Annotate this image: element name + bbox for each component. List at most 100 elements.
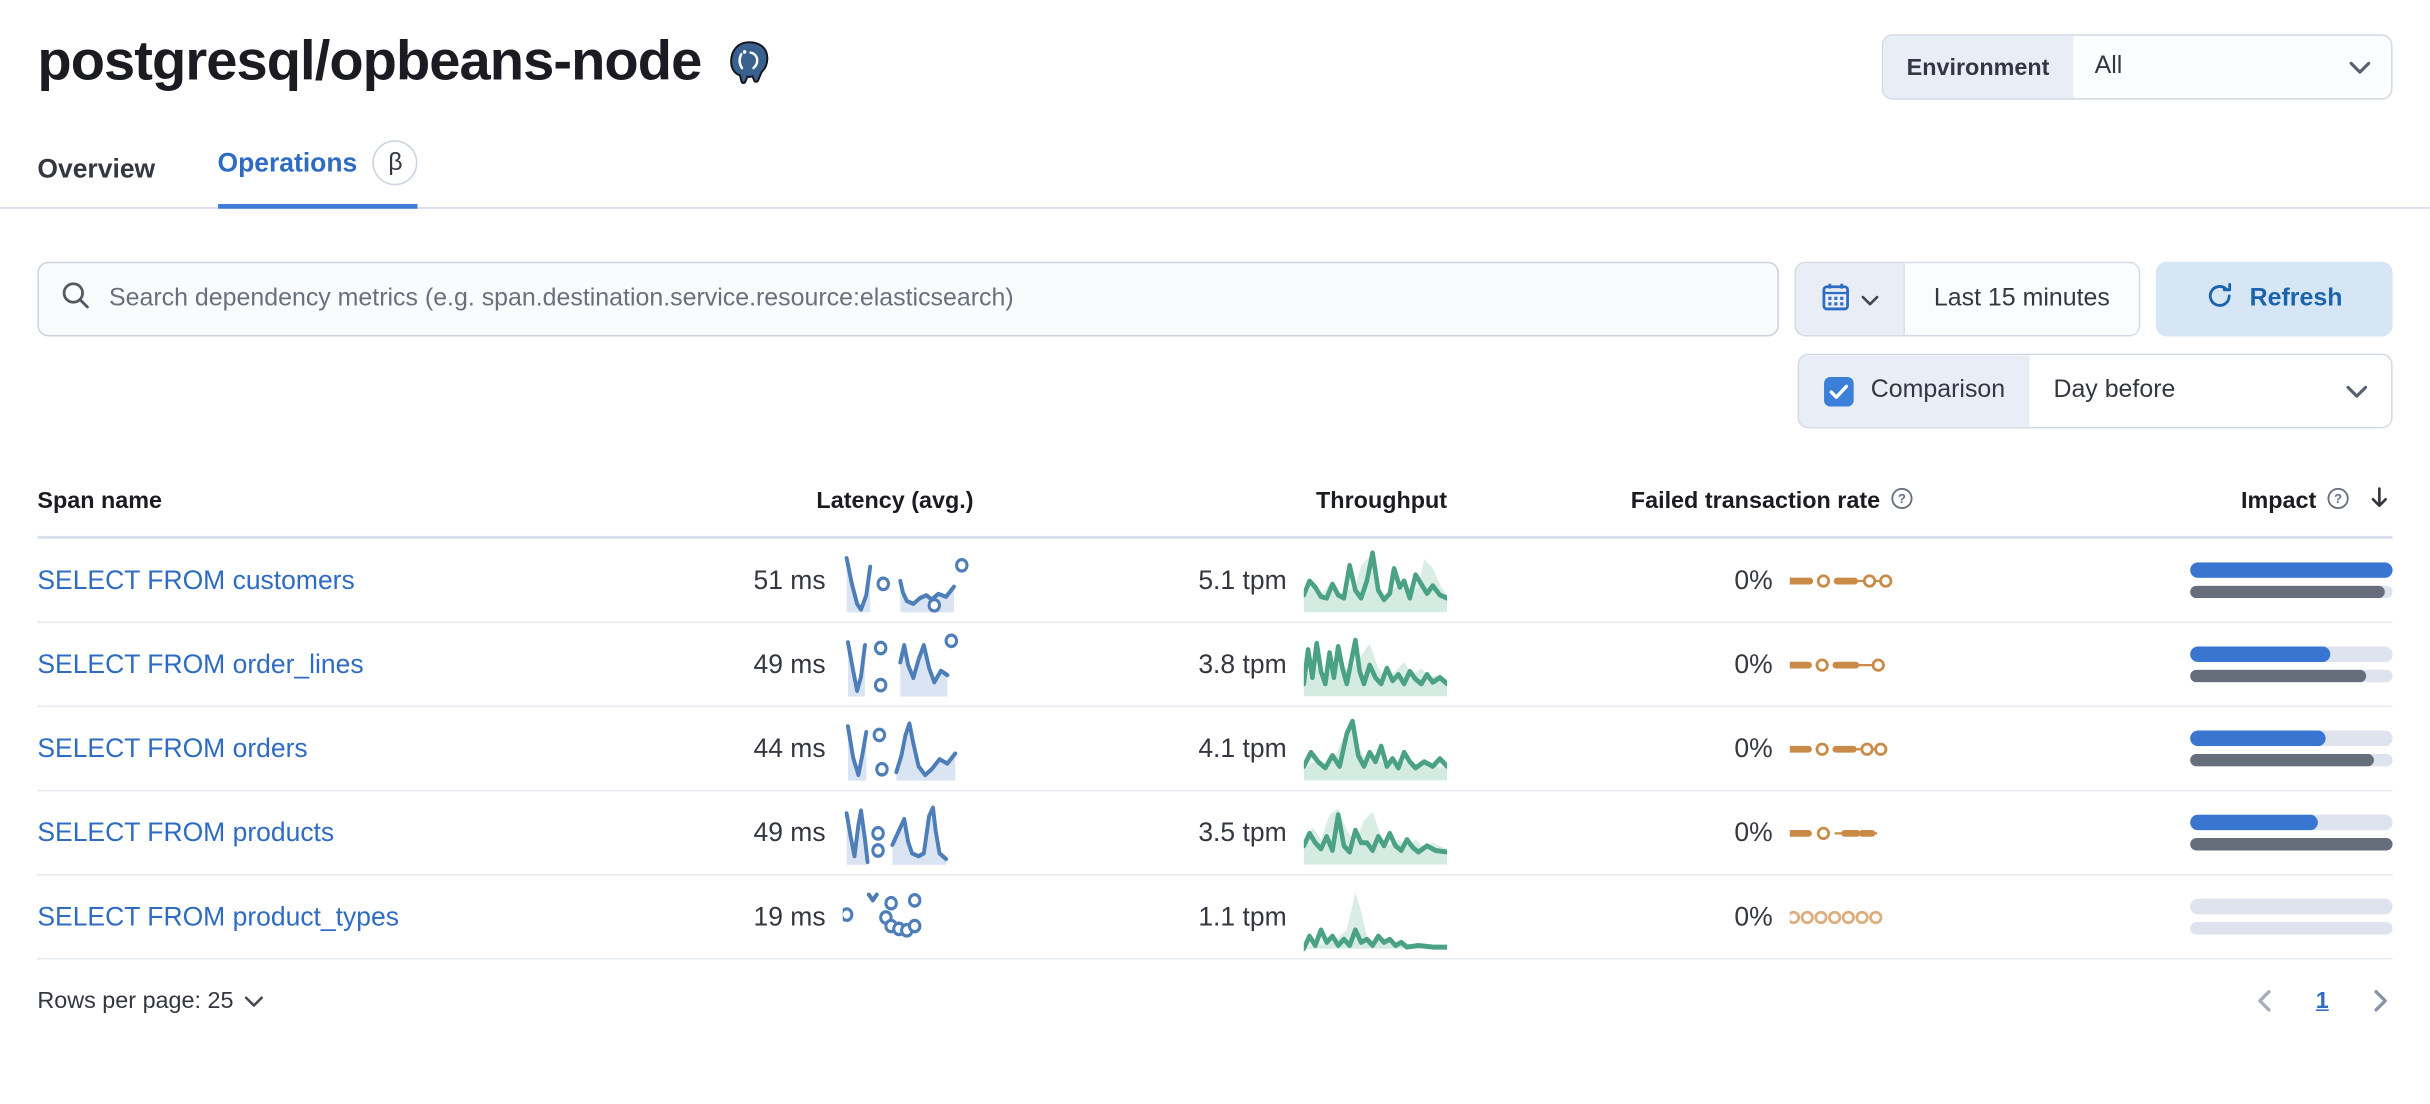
- next-page-button[interactable]: [2366, 988, 2392, 1014]
- latency-value: 49 ms: [753, 648, 826, 679]
- impact-previous-bar: [2190, 838, 2393, 851]
- failed-rate-sparkline: [1789, 647, 1915, 681]
- span-name-link[interactable]: SELECT FROM orders: [37, 732, 308, 763]
- svg-text:?: ?: [1898, 490, 1906, 505]
- environment-value: All: [2094, 52, 2123, 80]
- table-header-row: Span name Latency (avg.) Throughput Fail…: [37, 484, 2393, 539]
- search-input[interactable]: [105, 283, 1756, 315]
- failed-rate-value: 0%: [1734, 564, 1773, 595]
- span-name-link[interactable]: SELECT FROM product_types: [37, 901, 399, 931]
- failed-rate-value: 0%: [1734, 817, 1773, 847]
- table-row: SELECT FROM product_types 19 ms 1.1 tpm …: [37, 875, 2393, 960]
- header-failed-rate[interactable]: Failed transaction rate ?: [1447, 485, 1914, 516]
- impact-bars: [2190, 898, 2393, 935]
- failed-rate-value: 0%: [1734, 648, 1773, 679]
- impact-previous-bar: [2190, 753, 2393, 767]
- span-name-link[interactable]: SELECT FROM products: [37, 817, 335, 847]
- time-range-button[interactable]: Last 15 minutes: [1905, 263, 2139, 335]
- comparison-checkbox[interactable]: [1824, 376, 1854, 406]
- header-span-name[interactable]: Span name: [37, 487, 163, 515]
- impact-current-bar: [2190, 814, 2393, 831]
- svg-text:?: ?: [2334, 490, 2342, 505]
- latency-sparkline: [843, 630, 974, 699]
- table-row: SELECT FROM orders 44 ms 4.1 tpm 0%: [37, 707, 2393, 792]
- table-body: SELECT FROM customers 51 ms 5.1 tpm 0% S…: [37, 539, 2393, 960]
- latency-sparkline: [843, 546, 974, 615]
- tab-operations[interactable]: Operations β: [217, 140, 419, 209]
- header-latency[interactable]: Latency (avg.): [816, 487, 974, 515]
- comparison-checkbox-group[interactable]: Comparison: [1799, 355, 2031, 427]
- comparison-select[interactable]: Day before: [2030, 355, 2392, 427]
- header-impact[interactable]: Impact ?: [1914, 484, 2392, 517]
- impact-current-bar: [2190, 646, 2393, 663]
- pagination: 1: [2252, 988, 2393, 1014]
- table-row: SELECT FROM order_lines 49 ms 3.8 tpm 0%: [37, 623, 2393, 708]
- latency-value: 49 ms: [753, 817, 826, 847]
- impact-current-bar: [2190, 562, 2393, 578]
- failed-rate-value: 0%: [1734, 901, 1773, 931]
- throughput-sparkline: [1303, 714, 1448, 783]
- failed-rate-sparkline: [1789, 900, 1915, 934]
- refresh-icon: [2206, 281, 2234, 317]
- throughput-sparkline: [1303, 798, 1448, 867]
- environment-select[interactable]: Environment All: [1881, 34, 2393, 100]
- failed-rate-sparkline: [1789, 731, 1915, 765]
- failed-rate-value: 0%: [1734, 732, 1773, 763]
- latency-value: 19 ms: [753, 901, 826, 931]
- comparison-label: Comparison: [1870, 376, 2006, 404]
- tab-bar: Overview Operations β: [0, 140, 2430, 209]
- header-throughput[interactable]: Throughput: [1316, 487, 1448, 515]
- operations-table: Span name Latency (avg.) Throughput Fail…: [0, 484, 2430, 960]
- span-name-link[interactable]: SELECT FROM order_lines: [37, 648, 364, 679]
- latency-sparkline: [842, 882, 974, 951]
- impact-current-bar: [2190, 898, 2393, 915]
- date-picker: Last 15 minutes: [1794, 261, 2141, 337]
- date-picker-calendar-button[interactable]: [1796, 263, 1906, 335]
- tab-operations-label: Operations: [217, 147, 358, 177]
- search-box: [37, 261, 1779, 337]
- throughput-value: 3.5 tpm: [1198, 817, 1287, 847]
- page-title: postgresql/opbeans-node: [37, 28, 702, 92]
- question-icon: ?: [1889, 485, 1914, 516]
- throughput-value: 3.8 tpm: [1198, 648, 1287, 679]
- latency-sparkline: [843, 798, 974, 867]
- chevron-down-icon: [1861, 287, 1879, 310]
- calendar-icon: [1821, 282, 1851, 316]
- throughput-sparkline: [1303, 882, 1448, 951]
- table-footer: Rows per page: 25 1: [0, 988, 2430, 1014]
- impact-current-bar: [2190, 730, 2393, 747]
- comparison-value: Day before: [2053, 376, 2176, 404]
- failed-rate-sparkline: [1789, 563, 1915, 597]
- tab-overview[interactable]: Overview: [37, 154, 156, 184]
- comparison-toolbar: Comparison Day before: [0, 353, 2430, 429]
- impact-bars: [2190, 646, 2393, 683]
- rows-per-page-button[interactable]: Rows per page: 25: [37, 988, 263, 1014]
- table-row: SELECT FROM customers 51 ms 5.1 tpm 0%: [37, 539, 2393, 624]
- impact-previous-bar: [2190, 585, 2393, 599]
- impact-bars: [2190, 814, 2393, 851]
- throughput-sparkline: [1303, 546, 1448, 615]
- question-icon: ?: [2326, 485, 2351, 516]
- environment-label: Environment: [1883, 35, 2073, 99]
- sort-descending-icon: [2366, 484, 2392, 517]
- table-row: SELECT FROM products 49 ms 3.5 tpm 0%: [37, 791, 2393, 876]
- beta-badge: β: [372, 140, 419, 186]
- previous-page-button[interactable]: [2252, 988, 2278, 1014]
- impact-previous-bar: [2190, 669, 2393, 683]
- search-icon: [61, 280, 91, 317]
- page-number[interactable]: 1: [2315, 987, 2329, 1015]
- throughput-sparkline: [1303, 630, 1448, 699]
- refresh-button[interactable]: Refresh: [2155, 261, 2393, 337]
- refresh-label: Refresh: [2249, 285, 2343, 312]
- impact-bars: [2190, 730, 2393, 767]
- throughput-value: 1.1 tpm: [1198, 901, 1287, 931]
- throughput-value: 4.1 tpm: [1198, 732, 1287, 763]
- toolbar: Last 15 minutes Refresh: [0, 261, 2430, 337]
- impact-previous-bar: [2190, 922, 2393, 935]
- span-name-link[interactable]: SELECT FROM customers: [37, 564, 355, 595]
- failed-rate-sparkline: [1789, 815, 1915, 849]
- postgresql-icon: [723, 37, 776, 90]
- latency-value: 51 ms: [753, 564, 826, 595]
- page-header: postgresql/opbeans-node Environment All: [0, 0, 2430, 100]
